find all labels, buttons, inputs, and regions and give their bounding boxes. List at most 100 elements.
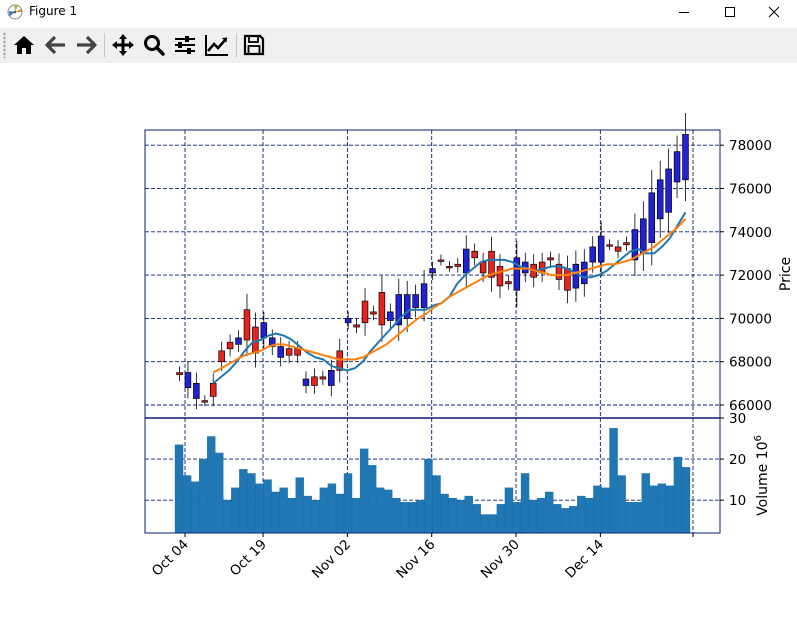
candle-body bbox=[631, 229, 639, 261]
volume-bar bbox=[657, 483, 667, 534]
move-icon bbox=[112, 34, 134, 56]
candle-body bbox=[564, 268, 571, 291]
volume-bar bbox=[440, 493, 449, 534]
volume-bar bbox=[512, 502, 522, 534]
volume-bar bbox=[207, 436, 216, 534]
candle-body bbox=[370, 311, 377, 315]
arrow-right-icon bbox=[77, 35, 97, 55]
volume-bar bbox=[625, 502, 634, 534]
volume-bar bbox=[190, 481, 200, 534]
minimize-button[interactable] bbox=[661, 0, 707, 24]
candle-body bbox=[597, 235, 605, 263]
candle-body bbox=[505, 281, 512, 285]
toolbar-grip bbox=[3, 32, 6, 58]
title-bar: Figure 1 bbox=[0, 0, 797, 24]
candle-body bbox=[201, 400, 209, 403]
volume-bar bbox=[496, 504, 506, 534]
volume-bar bbox=[392, 497, 401, 534]
volume-bar bbox=[311, 499, 320, 534]
candle-body bbox=[243, 309, 251, 341]
x-tick-label: Oct 19 bbox=[227, 537, 270, 580]
volume-bar bbox=[231, 487, 240, 534]
candle-body bbox=[395, 294, 403, 326]
volume-bar bbox=[263, 479, 272, 534]
zoom-button[interactable] bbox=[140, 31, 168, 59]
volume-bar bbox=[327, 483, 337, 534]
price-axes: 66000 68000 70000 72000 74000 76000 78000 Price bbox=[144, 113, 794, 419]
volume-axis-label: Volume 106 bbox=[753, 435, 771, 516]
volume-bar bbox=[359, 448, 369, 534]
window-title: Figure 1 bbox=[29, 4, 78, 18]
candle-body bbox=[446, 266, 453, 269]
volume-bar bbox=[384, 489, 393, 534]
candle-body bbox=[361, 300, 369, 324]
close-button[interactable] bbox=[751, 0, 797, 24]
volume-bar bbox=[416, 499, 425, 534]
candle-body bbox=[665, 168, 672, 213]
volume-bar bbox=[665, 485, 675, 534]
volume-bar bbox=[303, 495, 312, 534]
moving-average-line-long bbox=[212, 218, 687, 374]
candle-body bbox=[682, 133, 689, 181]
candle-body bbox=[328, 370, 335, 386]
maximize-button[interactable] bbox=[707, 0, 753, 24]
volume-bar bbox=[287, 497, 296, 534]
candle-body bbox=[581, 261, 588, 285]
arrow-left-icon bbox=[45, 35, 65, 55]
volume-bar bbox=[223, 499, 232, 534]
volume-bar bbox=[528, 499, 538, 534]
price-y-tick-label: 78000 bbox=[729, 138, 772, 154]
pan-button[interactable] bbox=[109, 31, 137, 59]
volume-bar bbox=[601, 487, 610, 534]
candle-body bbox=[302, 378, 310, 386]
volume-bar bbox=[271, 491, 280, 534]
volume-bar bbox=[545, 491, 554, 534]
figure-canvas: 66000 68000 70000 72000 74000 76000 78000 Price… bbox=[144, 113, 794, 582]
floppy-disk-icon bbox=[243, 34, 265, 56]
volume-bar bbox=[561, 508, 570, 534]
candle-body bbox=[555, 263, 563, 280]
volume-bar bbox=[367, 465, 377, 534]
matplotlib-logo-icon bbox=[7, 4, 23, 20]
volume-bar bbox=[319, 487, 329, 534]
candle-body bbox=[606, 244, 613, 247]
candle-body bbox=[285, 348, 293, 356]
candle-body bbox=[479, 261, 487, 274]
back-button[interactable] bbox=[42, 31, 70, 59]
candle-body bbox=[673, 151, 681, 183]
save-button[interactable] bbox=[240, 31, 268, 59]
volume-bar bbox=[448, 497, 457, 534]
line-chart-icon bbox=[205, 35, 228, 56]
candle-body bbox=[319, 376, 327, 380]
volume-bar bbox=[617, 475, 626, 534]
volume-bar bbox=[472, 504, 481, 534]
candle-body bbox=[260, 322, 268, 339]
x-tick-label: Dec 14 bbox=[562, 537, 607, 582]
candle-body bbox=[209, 383, 217, 397]
configure-subplots-button[interactable] bbox=[171, 31, 199, 59]
volume-bar bbox=[649, 485, 658, 534]
close-icon bbox=[768, 6, 780, 18]
home-button[interactable] bbox=[10, 31, 38, 59]
candle-body bbox=[235, 337, 242, 345]
candle-body bbox=[437, 259, 445, 262]
candle-body bbox=[176, 372, 183, 376]
volume-bar bbox=[609, 428, 618, 534]
candle-body bbox=[226, 341, 234, 350]
edit-axis-button[interactable] bbox=[203, 31, 231, 59]
volume-bar bbox=[520, 473, 530, 534]
forward-button[interactable] bbox=[72, 31, 100, 59]
volume-bar bbox=[424, 458, 433, 534]
home-icon bbox=[14, 36, 34, 54]
candle-body bbox=[269, 337, 276, 347]
price-y-tick-label: 68000 bbox=[729, 355, 772, 371]
volume-bar bbox=[400, 502, 409, 534]
candle-body bbox=[353, 324, 360, 328]
price-y-tick-label: 72000 bbox=[729, 268, 772, 284]
candle-body bbox=[454, 263, 462, 267]
candle-body bbox=[589, 246, 596, 263]
candle-body bbox=[429, 268, 436, 274]
candle-body bbox=[403, 294, 411, 319]
volume-bar bbox=[504, 487, 514, 534]
toolbar-separator bbox=[104, 33, 105, 57]
